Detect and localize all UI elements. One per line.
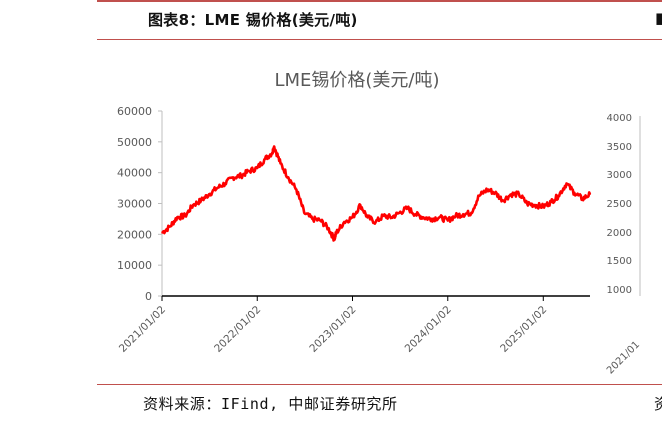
data-point bbox=[327, 227, 330, 229]
data-point bbox=[534, 204, 536, 206]
data-point bbox=[192, 204, 194, 206]
data-point bbox=[581, 198, 584, 200]
bottom-rule bbox=[97, 384, 662, 385]
data-point bbox=[510, 193, 512, 196]
data-point bbox=[589, 193, 591, 196]
x-tick-label: 2022/01/02 bbox=[212, 304, 263, 355]
data-point bbox=[542, 205, 545, 208]
svg-text:4000: 4000 bbox=[607, 113, 632, 124]
svg-text:3000: 3000 bbox=[607, 170, 632, 181]
data-point bbox=[240, 175, 242, 177]
data-point bbox=[319, 219, 322, 222]
data-point bbox=[287, 176, 290, 179]
data-point bbox=[351, 216, 354, 219]
clipped-neighbour-chart: 4000 3500 3000 2500 2000 1500 1000 2021/… bbox=[605, 113, 642, 376]
data-point bbox=[494, 191, 496, 194]
data-point bbox=[390, 216, 393, 219]
data-point bbox=[208, 193, 210, 196]
y-tick-label: 40000 bbox=[117, 167, 152, 180]
data-point bbox=[462, 213, 465, 216]
y-tick-label: 60000 bbox=[117, 105, 152, 118]
data-point bbox=[200, 199, 202, 202]
data-point bbox=[224, 182, 226, 185]
chart-title: LME锡价格(美元/吨) bbox=[274, 70, 439, 91]
x-tick-label: 2025/01/02 bbox=[498, 304, 549, 355]
data-point bbox=[311, 218, 314, 220]
data-point bbox=[343, 221, 346, 223]
x-tick-label: 2023/01/02 bbox=[307, 304, 358, 355]
data-point bbox=[273, 145, 276, 148]
data-point bbox=[271, 151, 274, 154]
data-point bbox=[526, 202, 528, 205]
svg-text:1500: 1500 bbox=[607, 256, 632, 267]
data-point bbox=[232, 176, 234, 179]
data-point bbox=[550, 201, 552, 203]
data-point bbox=[414, 213, 417, 216]
data-point bbox=[382, 215, 385, 217]
svg-text:1000: 1000 bbox=[607, 285, 632, 296]
data-point bbox=[359, 204, 362, 206]
top-rule bbox=[97, 0, 662, 2]
svg-text:3500: 3500 bbox=[607, 142, 632, 153]
data-point bbox=[333, 238, 336, 240]
clipped-next-figure-title: ■ bbox=[655, 9, 662, 27]
data-point bbox=[256, 167, 259, 169]
data-point bbox=[161, 232, 163, 234]
data-point bbox=[169, 225, 171, 228]
data-point bbox=[366, 216, 369, 219]
data-point bbox=[438, 216, 441, 219]
svg-text:2021/01: 2021/01 bbox=[605, 339, 642, 376]
data-point bbox=[447, 219, 449, 222]
y-tick-label: 20000 bbox=[117, 228, 152, 241]
data-point bbox=[486, 188, 489, 191]
y-tick-label: 50000 bbox=[117, 136, 152, 149]
data-point bbox=[406, 207, 409, 209]
y-axis: 0 10000 20000 30000 40000 50000 60000 bbox=[117, 105, 163, 303]
data-point bbox=[335, 232, 338, 234]
svg-text:2000: 2000 bbox=[607, 228, 632, 239]
series-layer bbox=[161, 145, 592, 242]
data-point bbox=[303, 212, 306, 214]
source-note: 资料来源：IFind, 中邮证券研究所 bbox=[143, 395, 398, 413]
x-tick-label: 2021/01/02 bbox=[117, 304, 168, 355]
data-point bbox=[374, 221, 377, 223]
data-point bbox=[398, 212, 401, 214]
data-point bbox=[518, 193, 520, 196]
clipped-next-source-note: 资 bbox=[654, 395, 662, 413]
figure-title: 图表8：LME 锡价格(美元/吨) bbox=[148, 11, 358, 29]
svg-text:2500: 2500 bbox=[607, 199, 632, 210]
data-point bbox=[248, 170, 250, 172]
data-point bbox=[184, 215, 186, 217]
series-line bbox=[161, 145, 592, 242]
data-point bbox=[422, 216, 425, 219]
x-axis: 2021/01/02 2022/01/02 2023/01/02 2024/01/02… bbox=[117, 295, 590, 355]
data-point bbox=[279, 162, 282, 165]
title-rule bbox=[97, 39, 662, 40]
data-point bbox=[565, 182, 568, 185]
data-point bbox=[430, 218, 433, 220]
x-tick-label: 2024/01/02 bbox=[403, 304, 454, 355]
data-point bbox=[176, 216, 178, 219]
y-tick-label: 0 bbox=[145, 290, 152, 303]
data-point bbox=[454, 215, 457, 217]
data-point bbox=[478, 195, 480, 197]
data-point bbox=[502, 199, 504, 202]
data-point bbox=[216, 187, 218, 189]
y-tick-label: 30000 bbox=[117, 198, 152, 211]
data-point bbox=[557, 195, 560, 197]
y-tick-label: 10000 bbox=[117, 259, 152, 272]
data-point bbox=[573, 191, 576, 194]
data-point bbox=[470, 212, 473, 214]
data-point bbox=[295, 188, 298, 191]
data-point bbox=[264, 158, 266, 160]
